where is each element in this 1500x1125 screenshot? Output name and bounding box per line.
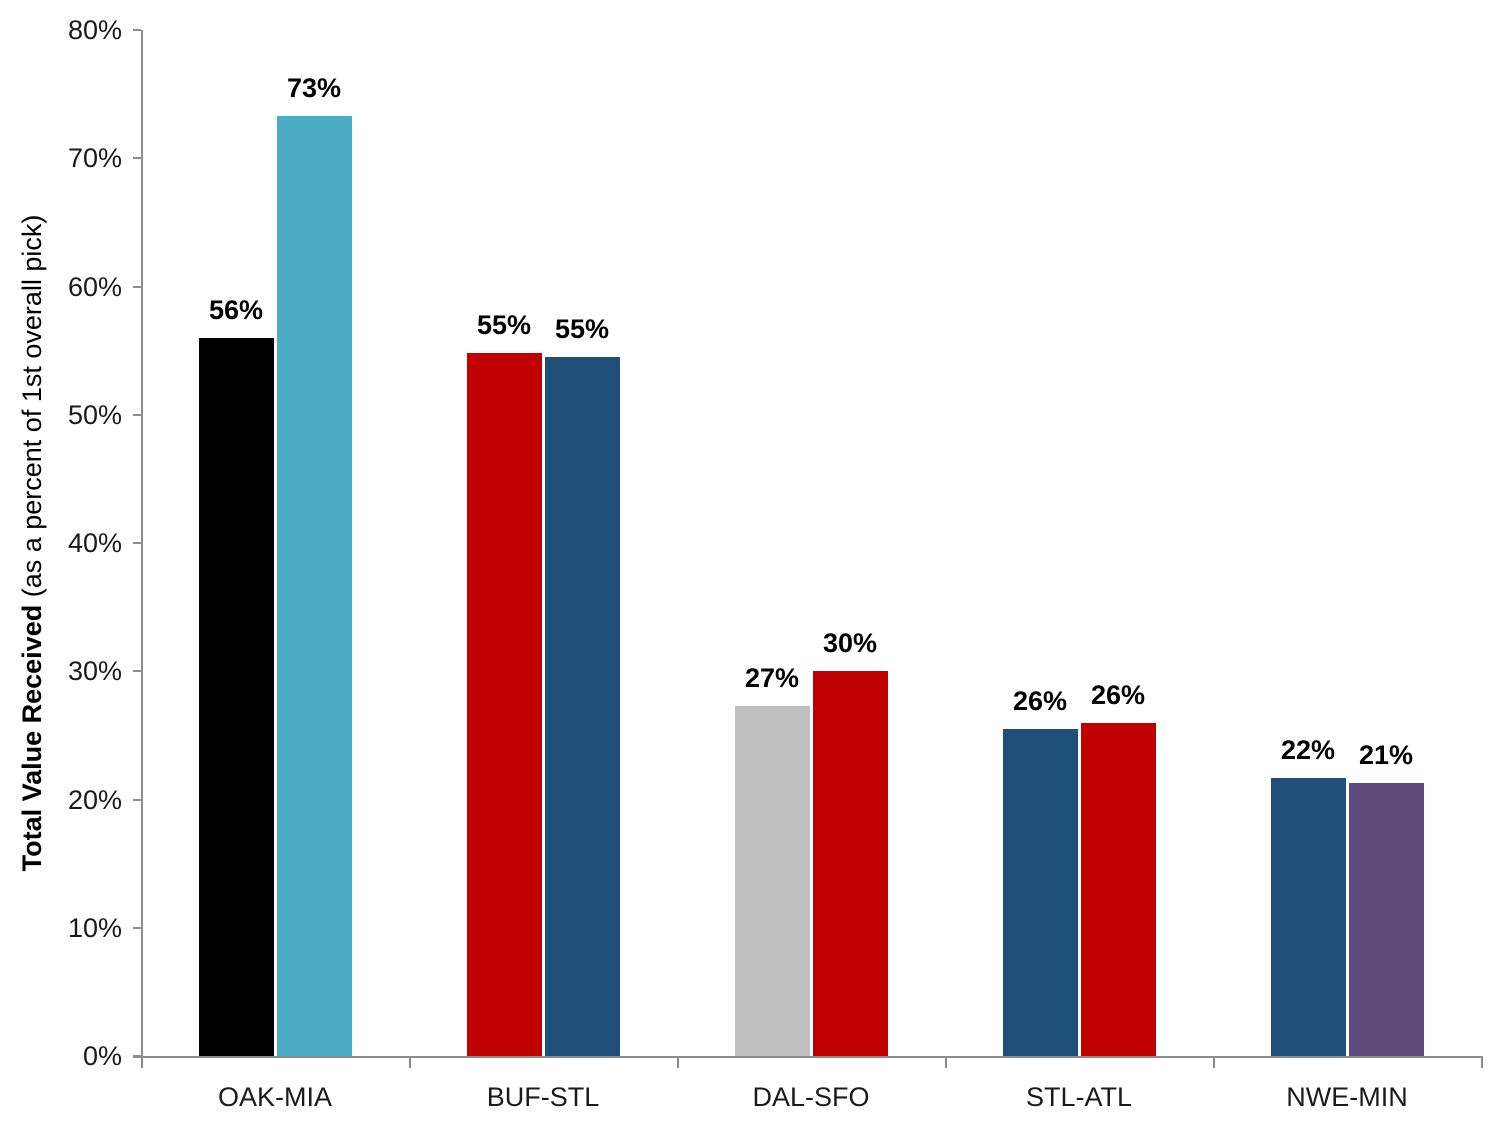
- x-axis-category-label: STL-ATL: [1025, 1082, 1133, 1112]
- bar-label-DAL-SFO-0: 27%: [744, 662, 800, 693]
- bar-label-BUF-STL-1: 55%: [554, 314, 610, 345]
- y-axis-tick: [133, 413, 141, 416]
- x-axis-tick: [945, 1056, 947, 1068]
- y-axis-tick-label: 70%: [67, 143, 122, 174]
- y-axis-tick-label: 30%: [67, 656, 122, 687]
- bar-label-OAK-MIA-1: 73%: [286, 72, 342, 103]
- y-axis-line: [141, 30, 143, 1058]
- bar-label-OAK-MIA-0: 56%: [208, 294, 264, 325]
- bar-label-STL-ATL-1: 26%: [1090, 679, 1146, 710]
- y-axis-tick: [133, 29, 141, 31]
- bar-OAK-MIA-1: [276, 115, 352, 1056]
- bar-label-DAL-SFO-1: 30%: [822, 628, 878, 659]
- bar-BUF-STL-1: [544, 357, 620, 1056]
- y-axis-tick-label: 80%: [67, 15, 122, 45]
- y-axis-tick-label: 10%: [67, 912, 122, 943]
- y-axis-tick-label: 50%: [67, 399, 122, 430]
- bar-label-NWE-MIN-1: 21%: [1358, 739, 1414, 770]
- y-axis-tick: [133, 1055, 141, 1057]
- y-axis-tick: [133, 670, 141, 673]
- x-axis-tick: [677, 1056, 679, 1068]
- bar-NWE-MIN-0: [1270, 777, 1346, 1056]
- y-axis-tick-label: 0%: [82, 1041, 122, 1071]
- bar-label-BUF-STL-0: 55%: [476, 310, 532, 341]
- bar-OAK-MIA-0: [198, 337, 274, 1056]
- x-axis-tick: [1213, 1056, 1215, 1068]
- bar-DAL-SFO-0: [734, 705, 810, 1056]
- y-axis-tick: [133, 542, 141, 544]
- y-axis-tick-label: 20%: [67, 784, 122, 815]
- x-axis-category-label: NWE-MIN: [1286, 1082, 1408, 1112]
- x-axis-line: [133, 1056, 1483, 1058]
- y-axis-tick: [133, 798, 141, 801]
- bar-NWE-MIN-1: [1348, 782, 1424, 1056]
- bar-STL-ATL-0: [1002, 728, 1078, 1056]
- y-axis-tick: [133, 157, 141, 160]
- x-axis-category-label: BUF-STL: [486, 1082, 600, 1112]
- bar-BUF-STL-0: [466, 353, 542, 1056]
- bar-STL-ATL-1: [1080, 722, 1156, 1056]
- x-axis-category-label: DAL-SFO: [752, 1082, 870, 1112]
- y-axis-tick: [133, 926, 141, 929]
- x-axis-tick: [409, 1056, 411, 1068]
- x-axis-category-label: OAK-MIA: [217, 1082, 332, 1112]
- y-axis-tick-label: 40%: [67, 528, 122, 558]
- bar-label-NWE-MIN-0: 22%: [1280, 734, 1336, 765]
- x-axis-tick: [1481, 1056, 1483, 1068]
- y-axis-title-bold: Total Value Received: [17, 604, 47, 872]
- bar-label-STL-ATL-0: 26%: [1012, 685, 1068, 716]
- y-axis-tick: [133, 285, 141, 288]
- x-axis-tick: [141, 1056, 143, 1068]
- bar-DAL-SFO-1: [812, 671, 888, 1056]
- y-axis-tick-label: 60%: [67, 271, 122, 302]
